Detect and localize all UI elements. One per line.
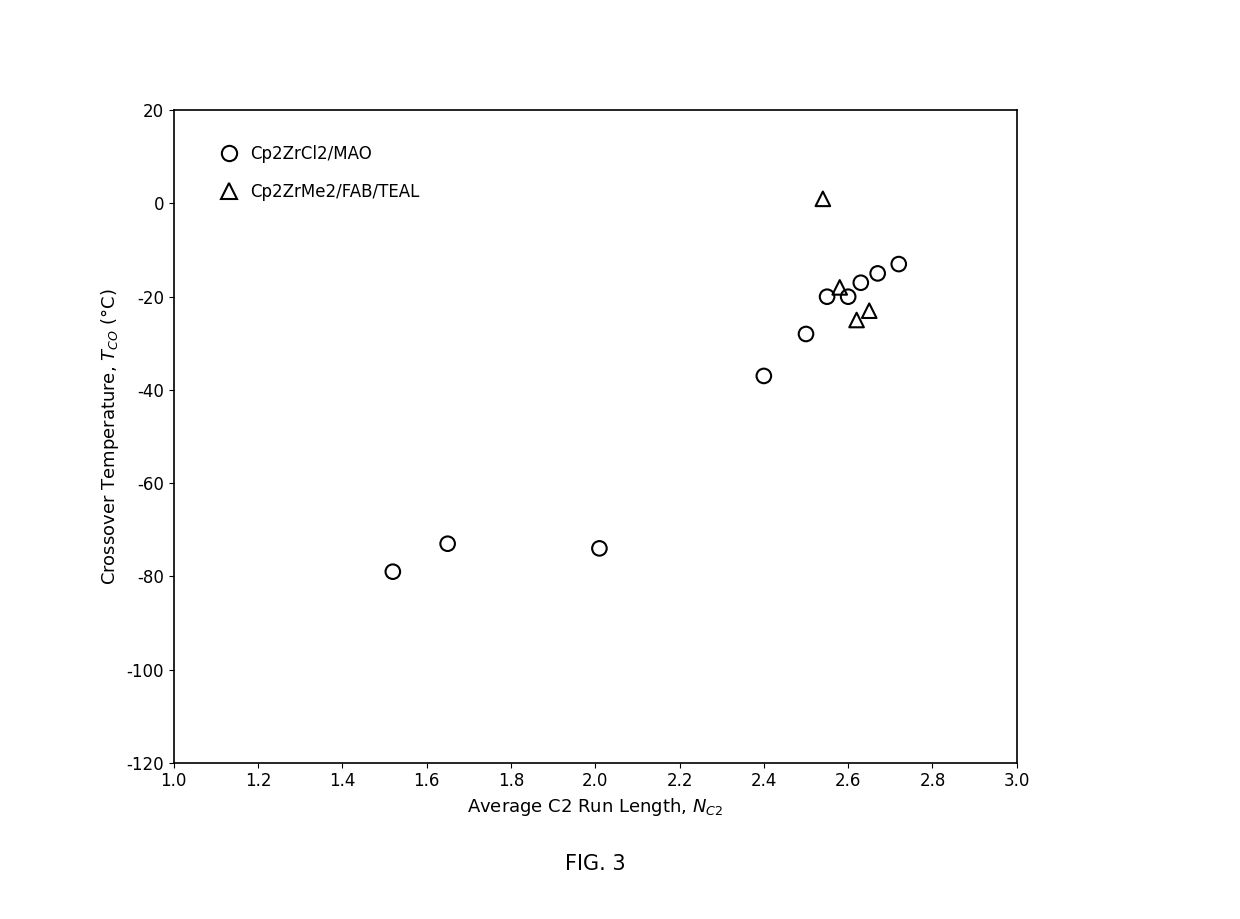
Y-axis label: Crossover Temperature, $T_{CO}$ (°C): Crossover Temperature, $T_{CO}$ (°C)	[99, 289, 120, 584]
Point	[754, 369, 774, 383]
X-axis label: Average C2 Run Length, $N_{C2}$: Average C2 Run Length, $N_{C2}$	[467, 796, 723, 818]
Text: FIG. 3: FIG. 3	[565, 854, 625, 874]
Point	[813, 191, 833, 206]
Point	[438, 537, 458, 551]
Point	[889, 256, 909, 271]
Point	[830, 280, 849, 295]
Point	[838, 289, 858, 304]
Point	[868, 267, 888, 281]
Point	[383, 564, 403, 579]
Point	[589, 541, 609, 556]
Point	[859, 303, 879, 318]
Point	[847, 312, 867, 327]
Point	[796, 326, 816, 341]
Point	[817, 289, 837, 304]
Legend: Cp2ZrCl2/MAO, Cp2ZrMe2/FAB/TEAL: Cp2ZrCl2/MAO, Cp2ZrMe2/FAB/TEAL	[198, 131, 433, 214]
Point	[851, 276, 870, 290]
